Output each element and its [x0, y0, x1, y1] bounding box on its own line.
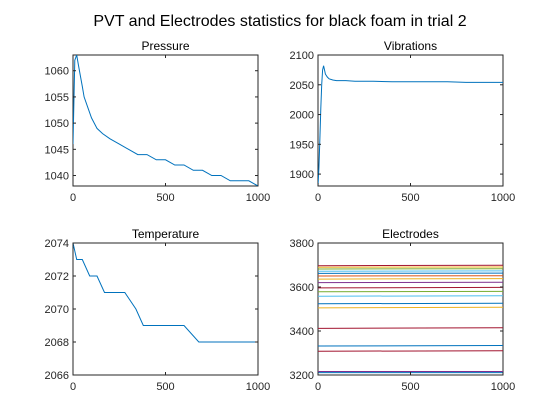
electrodes-series-line-6: [318, 278, 503, 280]
pressure-xtick-label: 500: [156, 192, 174, 204]
electrodes-xtick-label: 1000: [491, 381, 515, 393]
vibrations-ytick-label: 2100: [290, 50, 314, 62]
electrodes-axes-box: [317, 242, 504, 376]
pressure-xtick-label: 0: [70, 192, 76, 204]
temperature-subplot: Temperature 0 500 1000 2066 2068 2070 2072 2074: [45, 227, 271, 393]
electrodes-ytick-label: 3200: [290, 370, 314, 382]
temperature-axes-box: [72, 242, 259, 376]
vibrations-xtick-label: 500: [401, 192, 419, 204]
temperature-ytick-label: 2066: [45, 370, 69, 382]
temperature-series-line-0: [73, 243, 258, 343]
electrodes-ytick-label: 3600: [290, 282, 314, 294]
vibrations-ytick-label: 2050: [290, 80, 314, 92]
pressure-axes-box: [72, 54, 259, 187]
pressure-ytick-label: 1040: [45, 171, 69, 183]
vibrations-axes-box: [317, 54, 504, 187]
pressure-xtick-label: 1000: [246, 192, 270, 204]
electrodes-series-line-0: [318, 264, 503, 267]
vibrations-ytick-label: 2000: [290, 110, 314, 122]
temperature-xtick-label: 1000: [246, 381, 270, 393]
vibrations-xtick-label: 1000: [491, 192, 515, 204]
temperature-xtick-label: 0: [70, 381, 76, 393]
electrodes-xtick-label: 0: [315, 381, 321, 393]
temperature-ytick-label: 2074: [45, 238, 69, 250]
electrodes-series-line-12: [318, 306, 503, 309]
pressure-ytick-label: 1060: [45, 66, 69, 78]
vibrations-series-line-0: [318, 65, 503, 186]
pressure-series-line-0: [73, 55, 258, 186]
vibrations-title: Vibrations: [384, 39, 437, 53]
pressure-title: Pressure: [141, 39, 189, 53]
temperature-title: Temperature: [132, 227, 200, 241]
pressure-ytick-label: 1045: [45, 144, 69, 156]
vibrations-ytick-label: 1950: [290, 139, 314, 151]
pressure-subplot: Pressure 0 500 1000 1040 1045 1050 1055 1060: [45, 39, 271, 204]
vibrations-xtick-label: 0: [315, 192, 321, 204]
temperature-ytick-label: 2070: [45, 304, 69, 316]
electrodes-title: Electrodes: [382, 227, 439, 241]
vibrations-ytick-label: 1900: [290, 169, 314, 181]
electrodes-series-line-8: [318, 286, 503, 289]
vibrations-subplot: Vibrations 0 500 1000 1900 1950 2000 2050 2100: [290, 39, 516, 204]
electrodes-xtick-label: 500: [401, 381, 419, 393]
electrodes-subplot: Electrodes 0 500 1000 3200 3400 3600 3800: [290, 227, 516, 393]
pressure-ytick-label: 1055: [45, 92, 69, 104]
temperature-ytick-label: 2072: [45, 271, 69, 283]
temperature-xtick-label: 500: [156, 381, 174, 393]
electrodes-series-line-14: [318, 345, 503, 347]
figure-title: PVT and Electrodes statistics for black …: [93, 13, 466, 30]
electrodes-ytick-label: 3800: [290, 238, 314, 250]
pressure-ytick-label: 1050: [45, 118, 69, 130]
electrodes-series-line-13: [318, 327, 503, 329]
temperature-ytick-label: 2068: [45, 337, 69, 349]
electrodes-ytick-label: 3400: [290, 326, 314, 338]
